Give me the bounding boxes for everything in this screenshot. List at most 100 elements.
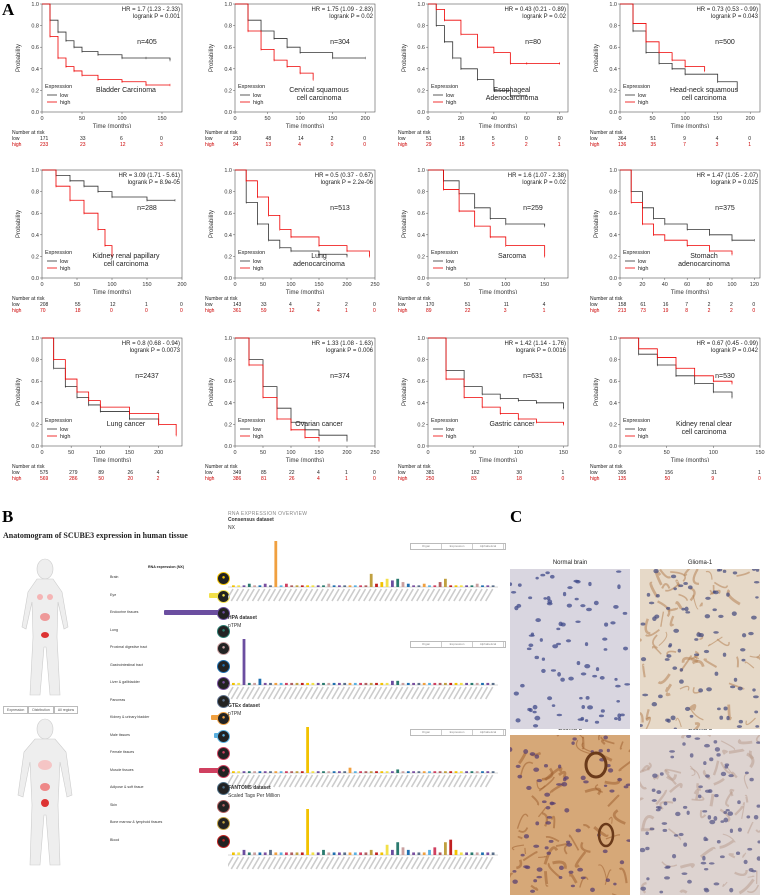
cell-nucleus xyxy=(535,754,540,758)
organ-row[interactable]: Gastrointestinal tract● xyxy=(110,660,230,674)
x-tick-label: 100 xyxy=(727,282,736,288)
x-tick-label: 150 xyxy=(540,282,549,288)
organ-row[interactable]: Bone marrow & lymphoid tissues● xyxy=(110,817,230,831)
tissue-bar xyxy=(433,585,436,587)
tissue-bar xyxy=(333,852,336,855)
x-tick-label: 40 xyxy=(491,116,497,122)
organ-row[interactable]: Endocrine tissues● xyxy=(110,607,230,621)
legend-high: high xyxy=(253,266,263,272)
cell-nucleus xyxy=(613,605,618,609)
y-tick-label: 0.0 xyxy=(609,444,617,450)
risk-value: 250 xyxy=(426,476,434,482)
cell-nucleus xyxy=(603,736,608,740)
cell-nucleus xyxy=(662,822,668,825)
risk-value: 35 xyxy=(651,142,657,148)
risk-value: 12 xyxy=(120,142,126,148)
cell-nucleus xyxy=(666,866,671,869)
cell-nucleus xyxy=(534,716,540,721)
cell-nucleus xyxy=(575,621,580,623)
cell-nucleus xyxy=(674,834,678,837)
tissue-bar xyxy=(492,683,495,685)
risk-value: 12 xyxy=(289,308,295,314)
cell-nucleus xyxy=(563,592,566,596)
cell-nucleus xyxy=(613,883,616,886)
cell-nucleus xyxy=(652,789,656,792)
cell-nucleus xyxy=(547,852,551,855)
x-tick-label: 150 xyxy=(328,116,337,122)
cell-nucleus xyxy=(577,868,583,872)
legend-low: low xyxy=(60,259,68,265)
organ-row[interactable]: Muscle tissues● xyxy=(110,765,230,779)
x-tick-label: 50 xyxy=(68,450,74,456)
risk-value: 0 xyxy=(110,308,113,314)
tab-expression[interactable]: Expression xyxy=(3,706,28,714)
cell-nucleus xyxy=(590,888,595,892)
tissue-bar xyxy=(439,582,442,587)
cell-nucleus xyxy=(704,888,709,891)
tissue-bar xyxy=(269,683,272,685)
legend-title: Expression xyxy=(45,250,72,256)
y-tick-label: 0.4 xyxy=(609,233,617,239)
tissue-bar xyxy=(439,771,442,773)
cell-nucleus xyxy=(583,780,589,783)
cell-nucleus xyxy=(512,870,516,873)
organ-row[interactable]: Brain● xyxy=(110,572,230,586)
organ-row[interactable]: Lung● xyxy=(110,625,230,639)
organ-row[interactable]: Skin● xyxy=(110,800,230,814)
cell-nucleus xyxy=(687,811,690,815)
cell-nucleus xyxy=(569,871,574,874)
organ-row[interactable]: Female tissues● xyxy=(110,747,230,761)
x-tick-label: 150 xyxy=(125,450,134,456)
cell-nucleus xyxy=(665,658,670,661)
y-tick-label: 0.2 xyxy=(31,254,39,260)
y-tick-label: 0.6 xyxy=(417,45,425,51)
organ-row[interactable]: Blood● xyxy=(110,835,230,849)
organ-row[interactable]: Proximal digestive tract● xyxy=(110,642,230,656)
tissue-bar xyxy=(444,683,447,685)
organ-row[interactable]: Adipose & soft tissue● xyxy=(110,782,230,796)
x-tick-label: 250 xyxy=(370,282,379,288)
tissue-bar xyxy=(237,771,240,773)
tab-distribution[interactable]: Distribution xyxy=(28,706,54,714)
cell-nucleus xyxy=(755,596,759,598)
x-axis-label: Time (months) xyxy=(286,290,324,294)
x-tick-label: 0 xyxy=(618,282,621,288)
y-tick-label: 1.0 xyxy=(224,168,232,174)
cell-nucleus xyxy=(727,811,733,816)
tissue-bar xyxy=(338,852,341,855)
y-tick-label: 0.8 xyxy=(31,190,39,196)
cell-nucleus xyxy=(545,846,549,849)
cell-nucleus xyxy=(641,657,646,661)
organ-row[interactable]: Liver & gallbladder● xyxy=(110,677,230,691)
dataset-title: FANTOM5 dataset xyxy=(228,785,271,791)
logrank-p: logrank P = 0.025 xyxy=(711,180,759,186)
organ-row[interactable]: Pancreas● xyxy=(110,695,230,709)
cell-nucleus xyxy=(526,786,531,790)
tissue-bar xyxy=(418,683,421,685)
cell-nucleus xyxy=(714,740,718,743)
tissue-bar xyxy=(322,850,325,855)
cell-nucleus xyxy=(542,800,547,803)
y-tick-label: 1.0 xyxy=(224,336,232,342)
cell-nucleus xyxy=(705,614,710,618)
tab-all-regions[interactable]: All regions xyxy=(54,706,78,714)
cell-nucleus xyxy=(678,649,681,653)
tissue-bar xyxy=(290,683,293,685)
cell-nucleus xyxy=(557,714,563,717)
organ-row[interactable]: Male tissues● xyxy=(110,730,230,744)
organ-row[interactable]: Eye● xyxy=(110,590,230,604)
organ-row[interactable]: Kidney & urinary bladder● xyxy=(110,712,230,726)
cell-nucleus xyxy=(527,648,532,651)
legend-title: Expression xyxy=(45,418,72,424)
cell-nucleus xyxy=(564,808,569,812)
x-tick-label: 150 xyxy=(157,116,166,122)
y-tick-label: 0.8 xyxy=(31,24,39,30)
tissue-bar xyxy=(402,771,405,773)
cell-nucleus xyxy=(754,815,759,820)
cell-nucleus xyxy=(567,586,572,589)
tissue-bar xyxy=(407,771,410,773)
